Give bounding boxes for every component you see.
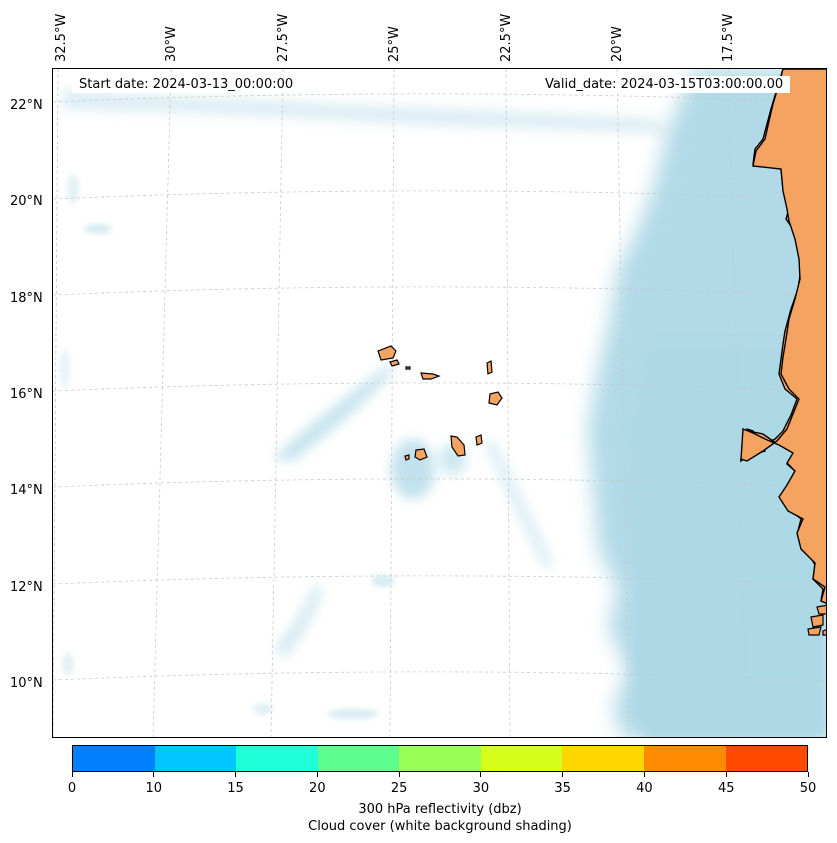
santiago: [450, 435, 466, 457]
colorbar-tick: [316, 772, 318, 777]
cloud-top-strip: [63, 89, 673, 134]
cloud-south-band: [273, 584, 323, 657]
cloud-patch-3: [60, 349, 70, 389]
colorbar-label-cloud-cover: Cloud cover (white background shading): [308, 819, 572, 834]
colorbar-tick-label: 0: [67, 781, 77, 796]
colorbar-tick-label: 15: [227, 781, 244, 796]
cloud-patch-1: [84, 224, 112, 234]
colorbar-segment: [399, 746, 481, 771]
sao-nicolau: [420, 372, 441, 380]
cloud-south-islands: [391, 439, 435, 499]
cloud-diagonal-band: [485, 439, 553, 569]
colorbar-segment: [725, 746, 808, 771]
lon-label-20w: 20°W: [610, 26, 625, 62]
lon-label-25w: 25°W: [387, 26, 402, 62]
reflectivity-colorbar: [72, 745, 808, 772]
bijagos-island-1: [810, 614, 824, 628]
map-panel: [52, 68, 827, 738]
lat-label-18n: 18°N: [10, 291, 43, 306]
lat-label-20n: 20°N: [10, 194, 43, 209]
cloud-bottom-patch-2: [253, 703, 273, 715]
colorbar-tick-label: 45: [717, 781, 735, 796]
lon-label-17-5w: 17.5°W: [721, 13, 736, 62]
colorbar-tick-label: 50: [799, 781, 817, 796]
cloud-island-streak: [273, 364, 398, 461]
lat-label-14n: 14°N: [10, 483, 43, 498]
lon-label-32-5w: 32.5°W: [54, 13, 69, 62]
lon-label-27-5w: 27.5°W: [276, 13, 291, 62]
colorbar-tick: [398, 772, 400, 777]
colorbar-tick: [643, 772, 645, 777]
sao-vicente: [389, 359, 400, 367]
sal: [486, 360, 493, 375]
colorbar-tick: [71, 772, 73, 777]
start-date-label: Start date: 2024-03-13_00:00:00: [72, 76, 301, 93]
gridlines: [53, 69, 826, 737]
lat-label-10n: 10°N: [10, 676, 43, 691]
colorbar-tick: [153, 772, 155, 777]
santo-antao: [377, 345, 397, 361]
colorbar-segment: [480, 746, 563, 771]
cloud-cover-layer: [60, 69, 826, 737]
maio: [475, 434, 483, 446]
cloud-east-inner: [628, 349, 826, 737]
valid-date-label: Valid_date: 2024-03-15T03:00:00.00: [538, 76, 791, 93]
colorbar-tick-label: 10: [145, 781, 163, 796]
bijagos-island-3: [816, 604, 826, 615]
colorbar-segment: [154, 746, 237, 771]
colorbar-tick: [807, 772, 809, 777]
lat-label-22n: 22°N: [10, 98, 43, 113]
cloud-south-patch: [371, 575, 395, 587]
africa-coast: [740, 69, 826, 604]
boa-vista: [488, 391, 503, 406]
colorbar-segment: [73, 746, 155, 771]
colorbar-tick: [480, 772, 482, 777]
colorbar-segment: [562, 746, 644, 771]
colorbar-tick-label: 20: [309, 781, 326, 796]
cloud-left-patch: [62, 652, 74, 676]
lat-label-16n: 16°N: [10, 387, 43, 402]
colorbar-tick-label: 40: [636, 781, 653, 796]
colorbar-tick-label: 30: [472, 781, 490, 796]
africa-south-strip: [822, 629, 826, 636]
santa-luzia: [405, 366, 411, 370]
colorbar-tick: [725, 772, 727, 777]
lon-label-30w: 30°W: [164, 26, 179, 62]
colorbar-tick: [235, 772, 237, 777]
colorbar-label-reflectivity: 300 hPa reflectivity (dbz): [358, 802, 522, 817]
lat-label-12n: 12°N: [10, 580, 43, 595]
brava: [404, 454, 410, 461]
lon-label-22-5w: 22.5°W: [499, 13, 514, 62]
colorbar-tick: [562, 772, 564, 777]
cloud-bottom-patch: [327, 709, 379, 719]
colorbar-segment: [236, 746, 318, 771]
colorbar-tick-label: 35: [554, 781, 571, 796]
map-canvas: [53, 69, 826, 737]
colorbar-tick-label: 25: [390, 781, 408, 796]
colorbar-segment: [643, 746, 726, 771]
bijagos-island-2: [807, 626, 822, 636]
cloud-patch-2: [67, 174, 79, 204]
cabo-verde-islands: [377, 345, 503, 461]
fogo: [414, 448, 428, 461]
colorbar-segment: [317, 746, 400, 771]
